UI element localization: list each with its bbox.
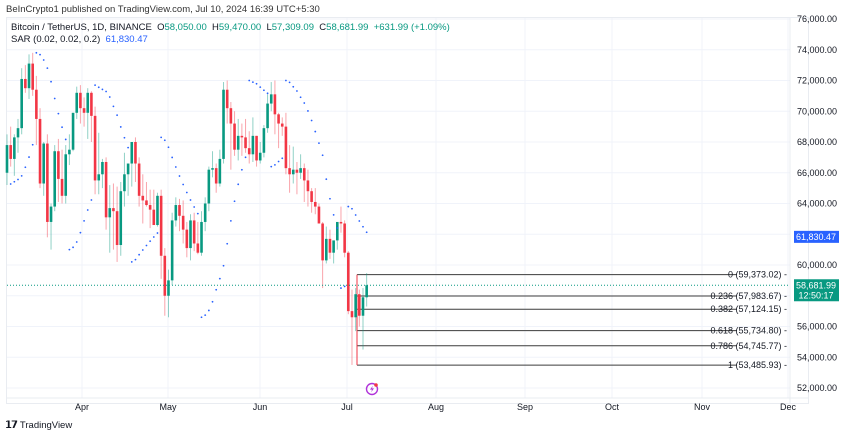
time-tick-label: Sep xyxy=(517,402,533,412)
close-value: 58,681.99 xyxy=(326,22,369,33)
price-tick-label: 64,000.00 xyxy=(797,199,837,209)
brand-name: TradingView xyxy=(19,420,73,431)
tradingview-logo-icon: 𝟭𝟳 xyxy=(5,420,18,431)
grid-lines xyxy=(7,18,790,398)
fib-level-label: 1 (53,485.93) - xyxy=(728,360,787,370)
price-tick-label: 54,000.00 xyxy=(797,352,837,362)
fib-level-label: 0.382 (57,124.15) - xyxy=(710,304,787,314)
svg-text:61,830.47: 61,830.47 xyxy=(796,232,836,242)
time-tick-label: Oct xyxy=(605,402,620,412)
chart-frame xyxy=(6,17,809,404)
parabolic-sar-series xyxy=(9,51,368,319)
sar-label[interactable]: SAR (0.02, 0.02, 0.2) xyxy=(11,34,101,45)
low-value: 57,309.09 xyxy=(271,22,314,33)
symbol-title[interactable]: Bitcoin / TetherUS, 1D, BINANCE xyxy=(11,22,152,33)
price-tick-label: 72,000.00 xyxy=(797,76,837,86)
sar-row: SAR (0.02, 0.02, 0.2) 61,830.47 xyxy=(11,34,450,46)
lightning-icon[interactable] xyxy=(365,382,379,396)
sar-value: 61,830.47 xyxy=(105,34,148,45)
fib-level-label: 0.618 (55,734.80) - xyxy=(710,326,787,336)
sar-price-badge xyxy=(794,230,839,243)
price-tick-label: 74,000.00 xyxy=(797,45,837,55)
ohlc-row: Bitcoin / TetherUS, 1D, BINANCE O58,050.… xyxy=(11,22,450,33)
open-value: 58,050.00 xyxy=(164,22,207,33)
chart-legend: Bitcoin / TetherUS, 1D, BINANCE O58,050.… xyxy=(11,22,450,46)
price-tick-label: 66,000.00 xyxy=(797,168,837,178)
price-tick-label: 52,000.00 xyxy=(797,383,837,393)
fib-level-label: 0.786 (54,745.77) - xyxy=(710,341,787,351)
publish-info: BeInCrypto1 published on TradingView.com… xyxy=(6,4,320,15)
price-tick-label: 56,000.00 xyxy=(797,322,837,332)
time-tick-label: Apr xyxy=(75,402,89,412)
price-tick-label: 70,000.00 xyxy=(797,106,837,116)
price-tick-label: 76,000.00 xyxy=(797,14,837,24)
svg-text:58,681.99: 58,681.99 xyxy=(796,280,836,290)
fibonacci-retracement[interactable]: 0 (59,373.02) - 0.236 (57,983.67) - 0.382 … xyxy=(356,270,787,371)
tradingview-branding[interactable]: 𝟭𝟳 TradingView xyxy=(5,420,72,431)
time-tick-label: May xyxy=(159,402,177,412)
high-value: 59,470.00 xyxy=(218,22,262,33)
time-tick-label: Nov xyxy=(694,402,711,412)
fib-level-label: 0.236 (57,983.67) - xyxy=(710,291,787,301)
time-tick-label: Aug xyxy=(428,402,444,412)
fib-level-label: 0 (59,373.02) - xyxy=(728,270,787,280)
price-tick-label: 60,000.00 xyxy=(797,260,837,270)
svg-text:12:50:17: 12:50:17 xyxy=(798,290,833,300)
time-tick-label: Jul xyxy=(341,402,353,412)
time-axis[interactable]: Apr May Jun Jul Aug Sep Oct Nov Dec xyxy=(75,402,797,412)
candlestick-series xyxy=(5,52,368,365)
change-value: +631.99 (+1.09%) xyxy=(373,22,450,33)
price-tick-label: 68,000.00 xyxy=(797,137,837,147)
time-tick-label: Jun xyxy=(253,402,268,412)
last-price-badge xyxy=(794,279,839,302)
time-tick-label: Dec xyxy=(780,402,797,412)
